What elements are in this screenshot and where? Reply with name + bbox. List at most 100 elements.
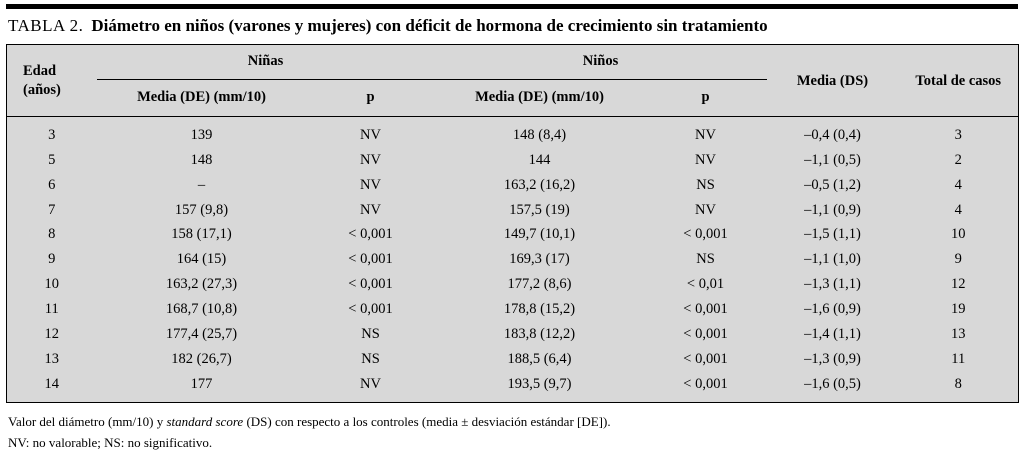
table-cell: NV xyxy=(360,201,381,218)
table-cell: < 0,001 xyxy=(683,325,728,342)
table-row: 5 148 NV 144 NV –1,1 (0,5) 2 xyxy=(7,148,1019,173)
table-cell: 11 xyxy=(951,350,966,367)
table-cell: < 0,001 xyxy=(348,300,393,317)
table-row: 13 182 (26,7) NS 188,5 (6,4) < 0,001 –1,3 (0,… xyxy=(7,347,1019,372)
table-cell: 7 xyxy=(48,201,56,218)
table-cell: 19 xyxy=(951,300,966,317)
table-cell: 2 xyxy=(954,151,962,168)
table-cell: 144 xyxy=(528,151,551,168)
table-cell: – xyxy=(197,176,206,193)
table-cell: 149,7 (10,1) xyxy=(503,226,576,243)
footnote-2: NV: no valorable; NS: no significativo. xyxy=(8,434,213,450)
table-cell: 10 xyxy=(951,226,966,243)
table-cell: 139 xyxy=(190,127,213,144)
table-number: TABLA 2. xyxy=(8,16,84,35)
footnote-1-post: (DS) con respecto a los controles (media… xyxy=(243,414,611,430)
table-cell: NV xyxy=(695,127,716,144)
table-cell: 183,8 (12,2) xyxy=(503,325,576,342)
table-cell: 3 xyxy=(954,127,962,144)
footnote-1: Valor del diámetro (mm/10) y standard sc… xyxy=(8,412,1014,432)
table-cell: < 0,001 xyxy=(683,300,728,317)
table-cell: 157,5 (19) xyxy=(509,201,570,218)
table-cell: 177,2 (8,6) xyxy=(507,276,572,293)
table-cell: 8 xyxy=(954,375,962,392)
table-cell: 12 xyxy=(44,325,60,342)
table-row: 7 157 (9,8) NV 157,5 (19) NV –1,1 (0,9) 4 xyxy=(7,198,1019,223)
table-cell: 13 xyxy=(44,350,60,367)
table-cell: < 0,001 xyxy=(348,276,393,293)
top-rule xyxy=(6,4,1018,9)
table-row: 3 139 NV 148 (8,4) NV –0,4 (0,4) 3 xyxy=(7,117,1019,148)
table-cell: 12 xyxy=(951,276,966,293)
table-cell: 188,5 (6,4) xyxy=(507,350,572,367)
table-cell: 3 xyxy=(48,127,56,144)
table-row: 14 177 NV 193,5 (9,7) < 0,001 –1,6 (0,5) 8 xyxy=(7,372,1019,403)
footnote-1-italic: standard score xyxy=(166,414,244,430)
table-cell: 158 (17,1) xyxy=(171,226,232,243)
table-cell: < 0,01 xyxy=(686,276,725,293)
footnote-1-pre: Valor del diámetro (mm/10) y xyxy=(8,414,167,430)
col-header-ninos-media: Media (DE) (mm/10) xyxy=(434,79,645,118)
table-cell: < 0,001 xyxy=(683,350,728,367)
col-header-media-ds: Media (DS) xyxy=(766,44,899,118)
table-cell: < 0,001 xyxy=(348,226,393,243)
table-cell: 193,5 (9,7) xyxy=(507,375,572,392)
table-cell: 4 xyxy=(954,201,962,218)
table-row: 10 163,2 (27,3) < 0,001 177,2 (8,6) < 0,01 –1… xyxy=(7,272,1019,297)
table-cell: 164 (15) xyxy=(176,251,227,268)
data-table: Edad (años) Niñas Niños Media (DS) Total… xyxy=(6,44,1019,404)
table-cell: NS xyxy=(361,350,380,367)
table-row: 8 158 (17,1) < 0,001 149,7 (10,1) < 0,001 –1,… xyxy=(7,222,1019,247)
table-cell: NV xyxy=(360,127,381,144)
table-cell: 148 xyxy=(190,151,213,168)
table-cell: –1,6 (0,5) xyxy=(804,375,861,392)
table-cell: NV xyxy=(360,151,381,168)
table-cell: 182 (26,7) xyxy=(171,350,232,367)
table-cell: 163,2 (16,2) xyxy=(503,176,576,193)
col-header-ninas-media: Media (DE) (mm/10) xyxy=(96,79,307,118)
table-cell: –1,1 (0,9) xyxy=(804,201,861,218)
table-cell: –1,3 (1,1) xyxy=(804,276,861,293)
table-cell: 13 xyxy=(951,325,966,342)
col-header-total-casos: Total de casos xyxy=(898,44,1019,118)
table-cell: –0,5 (1,2) xyxy=(804,176,861,193)
table-cell: –1,1 (1,0) xyxy=(804,251,861,268)
table-row: 9 164 (15) < 0,001 169,3 (17) NS –1,1 (1,0) 9 xyxy=(7,247,1019,272)
table-cell: NS xyxy=(696,251,715,268)
table-cell: –1,5 (1,1) xyxy=(804,226,861,243)
table-cell: –1,4 (1,1) xyxy=(804,325,861,342)
table-cell: 169,3 (17) xyxy=(509,251,570,268)
table-cell: 11 xyxy=(44,300,59,317)
table-cell: < 0,001 xyxy=(683,226,728,243)
table-cell: 4 xyxy=(954,176,962,193)
table-cell: < 0,001 xyxy=(348,251,393,268)
table-cell: 157 (9,8) xyxy=(174,201,229,218)
table-cell: 168,7 (10,8) xyxy=(165,300,238,317)
table-caption: Diámetro en niños (varones y mujeres) co… xyxy=(91,16,768,35)
col-header-ninos-p: p xyxy=(644,79,767,118)
table-cell: –1,6 (0,9) xyxy=(804,300,861,317)
table-cell: 177,4 (25,7) xyxy=(165,325,238,342)
table-cell: NS xyxy=(696,176,715,193)
table-cell: NV xyxy=(695,151,716,168)
header-row-sub: Media (DE) (mm/10) p Media (DE) (mm/10) … xyxy=(7,79,1019,118)
table-cell: NV xyxy=(360,375,381,392)
table-cell: 163,2 (27,3) xyxy=(165,276,238,293)
table-cell: –1,3 (0,9) xyxy=(804,350,861,367)
table-cell: 10 xyxy=(44,276,60,293)
table-cell: 177 xyxy=(190,375,213,392)
table-cell: 8 xyxy=(48,226,56,243)
col-group-ninos: Niños xyxy=(434,44,767,81)
table-body: 3 139 NV 148 (8,4) NV –0,4 (0,4) 3 5 148 NV 144 NV –… xyxy=(7,117,1019,403)
table-cell: NV xyxy=(360,176,381,193)
table-cell: 9 xyxy=(48,251,56,268)
header-row-groups: Edad (años) Niñas Niños Media (DS) Total… xyxy=(6,44,1019,118)
col-header-ninas-p: p xyxy=(306,79,435,118)
table-cell: 6 xyxy=(48,176,56,193)
table-row: 6 – NV 163,2 (16,2) NS –0,5 (1,2) 4 xyxy=(7,173,1019,198)
table-header: Edad (años) Niñas Niños Media (DS) Total… xyxy=(6,44,1019,118)
table-cell: 14 xyxy=(44,375,60,392)
table-cell: 5 xyxy=(48,151,56,168)
table-row: 12 177,4 (25,7) NS 183,8 (12,2) < 0,001 –1,4 … xyxy=(7,322,1019,347)
